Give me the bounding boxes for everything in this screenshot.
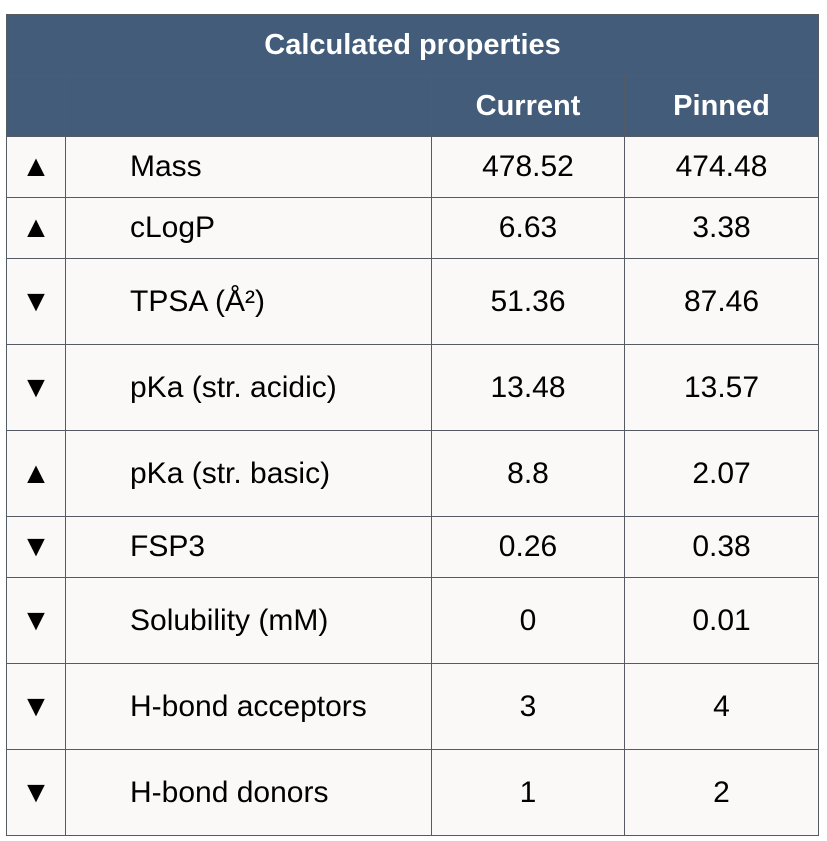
property-name: H-bond donors — [65, 749, 432, 836]
table-title: Calculated properties — [5, 14, 820, 76]
table-row: ▲ cLogP 6.63 3.38 — [6, 197, 820, 259]
property-name: pKa (str. basic) — [65, 430, 432, 517]
current-value: 1 — [431, 749, 625, 836]
property-name: cLogP — [65, 197, 432, 259]
table-row: ▼ H-bond acceptors 3 4 — [6, 663, 820, 750]
current-value: 51.36 — [431, 258, 625, 345]
calculated-properties-table: Calculated properties Current Pinned ▲ M… — [5, 14, 820, 836]
current-value: 0 — [431, 577, 625, 664]
pinned-value: 474.48 — [623, 136, 820, 198]
current-value: 0.26 — [431, 516, 625, 578]
trend-down-icon: ▼ — [6, 577, 66, 664]
trend-down-icon: ▼ — [6, 516, 66, 578]
trend-down-icon: ▼ — [6, 258, 66, 345]
current-value: 8.8 — [431, 430, 625, 517]
pinned-value: 4 — [623, 663, 820, 750]
table-row: ▲ pKa (str. basic) 8.8 2.07 — [6, 430, 820, 517]
pinned-value: 0.01 — [623, 577, 820, 664]
header-property-cell — [65, 75, 432, 137]
current-value: 478.52 — [431, 136, 625, 198]
trend-up-icon: ▲ — [6, 197, 66, 259]
current-value: 3 — [431, 663, 625, 750]
pinned-value: 2 — [623, 749, 820, 836]
current-value: 6.63 — [431, 197, 625, 259]
property-name: FSP3 — [65, 516, 432, 578]
property-name: Solubility (mM) — [65, 577, 432, 664]
trend-up-icon: ▲ — [6, 430, 66, 517]
property-name: Mass — [65, 136, 432, 198]
table-row: ▼ FSP3 0.26 0.38 — [6, 516, 820, 578]
pinned-value: 13.57 — [623, 344, 820, 431]
header-pinned[interactable]: Pinned — [623, 75, 820, 137]
trend-down-icon: ▼ — [6, 663, 66, 750]
property-name: pKa (str. acidic) — [65, 344, 432, 431]
header-arrow-cell — [6, 75, 66, 137]
table-row: ▼ H-bond donors 1 2 — [6, 749, 820, 836]
table-row: ▲ Mass 478.52 474.48 — [6, 136, 820, 198]
trend-down-icon: ▼ — [6, 749, 66, 836]
current-value: 13.48 — [431, 344, 625, 431]
pinned-value: 87.46 — [623, 258, 820, 345]
header-current[interactable]: Current — [431, 75, 625, 137]
pinned-value: 3.38 — [623, 197, 820, 259]
pinned-value: 0.38 — [623, 516, 820, 578]
pinned-value: 2.07 — [623, 430, 820, 517]
table-row: ▼ Solubility (mM) 0 0.01 — [6, 577, 820, 664]
trend-down-icon: ▼ — [6, 344, 66, 431]
table-row: ▼ pKa (str. acidic) 13.48 13.57 — [6, 344, 820, 431]
property-name: TPSA (Å²) — [65, 258, 432, 345]
property-name: H-bond acceptors — [65, 663, 432, 750]
trend-up-icon: ▲ — [6, 136, 66, 198]
table-row: ▼ TPSA (Å²) 51.36 87.46 — [6, 258, 820, 345]
